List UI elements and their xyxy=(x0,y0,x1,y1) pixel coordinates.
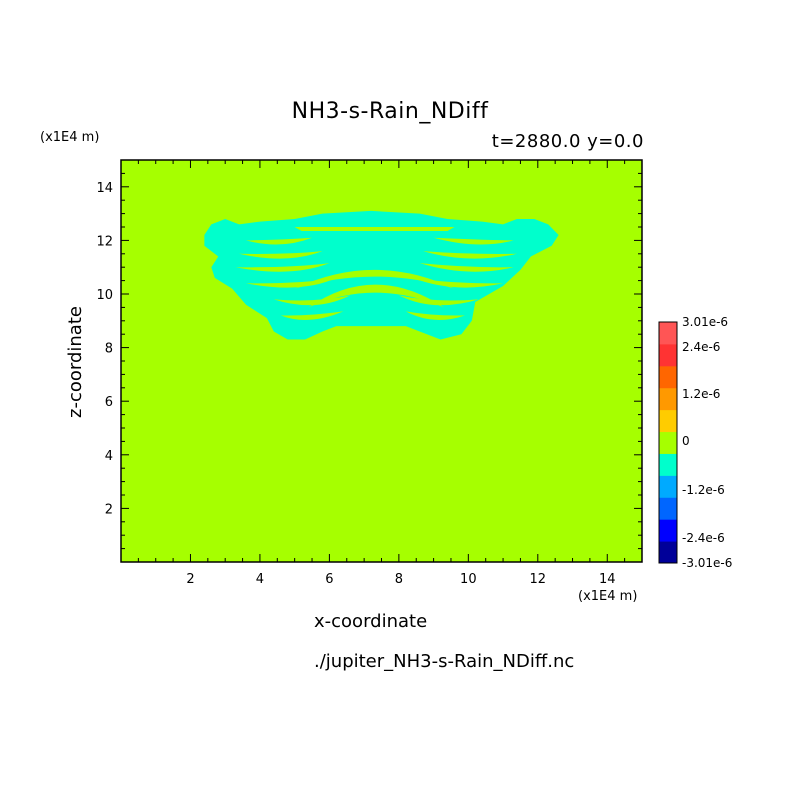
zero-band xyxy=(398,295,479,306)
colorbar-segment xyxy=(659,365,677,389)
colorbar-label: 0 xyxy=(682,434,690,448)
y-axis-ticks: 2 4 6 8 10 12 14 xyxy=(96,172,642,550)
zero-band xyxy=(308,284,445,308)
zero-band xyxy=(294,227,455,232)
colorbar-segment xyxy=(659,322,677,345)
colorbar-label: 1.2e-6 xyxy=(682,387,720,401)
x-tick-label: 4 xyxy=(256,572,264,587)
colorbar-label: -3.01e-6 xyxy=(682,556,732,570)
colorbar-segment xyxy=(659,497,677,520)
colorbar-segment xyxy=(659,475,677,498)
zero-band xyxy=(235,263,330,272)
colorbar-label: 3.01e-6 xyxy=(682,315,728,329)
zero-band xyxy=(280,311,344,320)
colorbar-segment xyxy=(659,519,677,542)
colorbar-frame xyxy=(658,321,678,564)
zero-band xyxy=(294,269,455,289)
y-axis-label: z-coordinate xyxy=(65,306,86,418)
source-filename: ./jupiter_NH3-s-Rain_NDiff.nc xyxy=(314,651,575,672)
zero-band xyxy=(273,295,351,306)
colorbar-segment xyxy=(659,409,677,433)
y-tick-label: 12 xyxy=(96,234,113,249)
y-tick-label: 10 xyxy=(96,288,113,303)
negative-anomaly-region xyxy=(204,210,559,340)
y-tick-label: 8 xyxy=(105,342,113,357)
y-tick-label: 14 xyxy=(96,181,113,196)
zero-band xyxy=(423,251,517,259)
colorbar-segment xyxy=(659,387,677,411)
zero-band xyxy=(419,263,514,272)
zero-band xyxy=(412,277,504,288)
colorbar-label: -1.2e-6 xyxy=(682,483,725,497)
colorbar-label: -2.4e-6 xyxy=(682,531,725,545)
chart-subtitle: t=2880.0 y=0.0 xyxy=(491,131,644,152)
y-axis-unit: (x1E4 m) xyxy=(40,130,100,145)
y-tick-label: 6 xyxy=(105,395,113,410)
x-tick-label: 6 xyxy=(325,572,333,587)
colorbar: -3.01e-6 -2.4e-6 -1.2e-6 0 1.2e-6 2.4e-6 3.01e… xyxy=(658,315,732,570)
zero-band xyxy=(239,251,323,259)
zero-band xyxy=(246,237,313,245)
x-axis-ticks: 2 4 6 8 10 12 14 xyxy=(137,160,626,587)
colorbar-segment xyxy=(659,431,677,454)
x-tick-label: 2 xyxy=(186,572,194,587)
colorbar-segment xyxy=(659,343,677,367)
x-tick-label: 14 xyxy=(599,572,616,587)
zero-band xyxy=(246,277,337,288)
colorbar-segment xyxy=(659,541,677,564)
zero-band xyxy=(405,311,465,320)
x-axis-unit: (x1E4 m) xyxy=(578,589,638,604)
chart-title: NH3-s-Rain_NDiff xyxy=(291,99,489,124)
x-tick-label: 12 xyxy=(530,572,547,587)
y-tick-label: 4 xyxy=(105,449,113,464)
colorbar-label: 2.4e-6 xyxy=(682,340,720,354)
y-tick-label: 2 xyxy=(105,502,113,517)
x-tick-label: 10 xyxy=(460,572,477,587)
zero-band xyxy=(433,237,514,245)
x-tick-label: 8 xyxy=(395,572,403,587)
colorbar-segment xyxy=(659,453,677,476)
x-axis-label: x-coordinate xyxy=(314,611,428,632)
